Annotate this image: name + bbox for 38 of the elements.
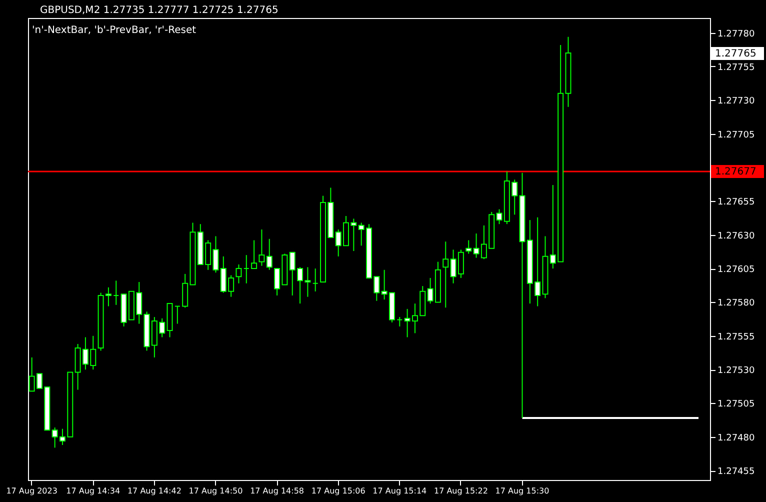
candlestick bbox=[312, 268, 318, 292]
y-tick-label: 1.27655 bbox=[718, 198, 755, 208]
x-tick-label: 17 Aug 14:50 bbox=[188, 486, 243, 496]
x-tick-label: 17 Aug 14:34 bbox=[66, 486, 120, 496]
x-tick-label: 17 Aug 14:58 bbox=[250, 486, 304, 496]
y-tick-label: 1.27705 bbox=[718, 130, 755, 140]
candlestick bbox=[236, 264, 242, 284]
y-tick-label: 1.27480 bbox=[718, 433, 755, 444]
candlestick bbox=[396, 316, 403, 327]
candlestick bbox=[266, 238, 272, 270]
y-tick-label: 1.27505 bbox=[718, 400, 755, 410]
ref-line-label: 1.27677 bbox=[715, 166, 756, 178]
candlestick bbox=[258, 228, 265, 266]
candlestick bbox=[243, 254, 250, 284]
candlestick bbox=[251, 240, 258, 270]
x-tick-label: 17 Aug 15:06 bbox=[311, 486, 366, 496]
y-tick-label: 1.27780 bbox=[718, 29, 755, 40]
text: 1.27765 bbox=[715, 48, 756, 60]
y-tick-label: 1.27455 bbox=[718, 467, 755, 478]
x-tick-label: 17 Aug 15:14 bbox=[372, 486, 427, 496]
candlestick bbox=[442, 241, 449, 308]
chart-title: GBPUSD,M2 1.27735 1.27777 1.27725 1.27765 bbox=[40, 5, 278, 16]
y-tick-label: 1.27555 bbox=[718, 332, 755, 342]
x-tick-label: 17 Aug 14:42 bbox=[127, 486, 182, 496]
x-tick-label: 17 Aug 2023 bbox=[6, 486, 58, 496]
candlestick bbox=[182, 273, 188, 308]
candlestick bbox=[466, 240, 472, 254]
y-tick-label: 1.27730 bbox=[718, 96, 755, 107]
y-tick-label: 1.27605 bbox=[718, 265, 755, 276]
candlestick bbox=[113, 280, 120, 306]
candlestick bbox=[174, 306, 180, 324]
y-tick-label: 1.27630 bbox=[718, 231, 755, 242]
y-tick-label: 1.27580 bbox=[718, 298, 755, 309]
text: 'n'-NextBar, 'b'-PrevBar, 'r'-Reset bbox=[32, 25, 196, 36]
y-tick-label: 1.27530 bbox=[718, 366, 755, 376]
y-tick-label: 1.27755 bbox=[718, 62, 755, 73]
x-tick-label: 17 Aug 15:30 bbox=[495, 486, 550, 496]
x-tick-label: 17 Aug 15:22 bbox=[434, 486, 488, 496]
